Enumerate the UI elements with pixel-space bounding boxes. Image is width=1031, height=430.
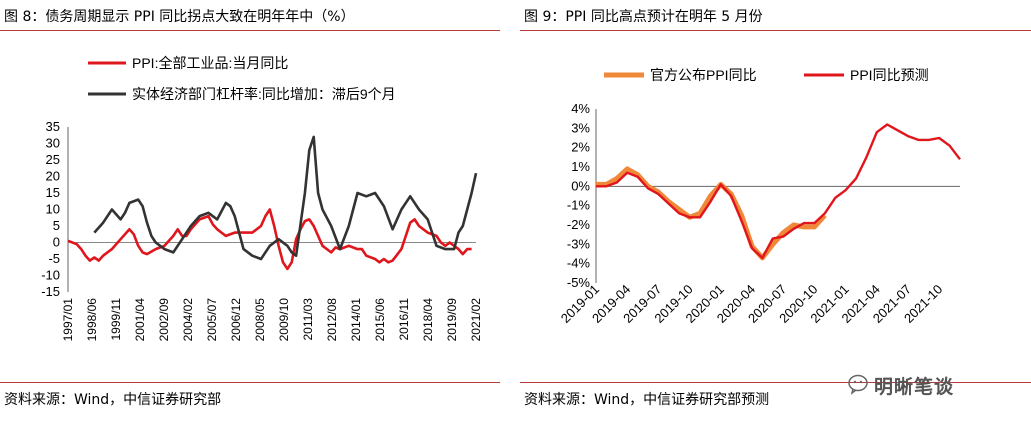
y-tick-label: 0% bbox=[571, 178, 590, 193]
y-tick-label: -2% bbox=[567, 217, 591, 232]
left-title-rule bbox=[0, 30, 500, 31]
right-chart-panel: 图 9：PPI 同比高点预计在明年 5 月份 4% 3% 2% 1% 0% -1% -2% -… bbox=[520, 0, 1031, 430]
legend-label: PPI:全部工业品:当月同比 bbox=[132, 55, 288, 71]
right-figure-title: 图 9：PPI 同比高点预计在明年 5 月份 bbox=[524, 9, 763, 25]
x-tick-label: 2011/03 bbox=[301, 298, 315, 341]
x-tick-label: 2016/11 bbox=[397, 298, 411, 341]
y-tick-label: 25 bbox=[46, 152, 60, 167]
left-chart-panel: 图 8：债务周期显示 PPI 同比拐点大致在明年年中（%） 35 30 25 20 15… bbox=[0, 0, 500, 430]
right-title-rule bbox=[520, 30, 1031, 31]
left-source-rule bbox=[0, 382, 500, 383]
y-tick-label: 20 bbox=[46, 169, 60, 184]
y-tick-label: 5 bbox=[53, 218, 60, 233]
right-source-text: 资料来源：Wind，中信证券研究部预测 bbox=[524, 392, 770, 408]
y-tick-label: -3% bbox=[567, 236, 591, 251]
y-tick-label: 35 bbox=[46, 119, 60, 134]
y-tick-label: 1% bbox=[571, 159, 590, 174]
y-tick-label: -5% bbox=[567, 275, 591, 290]
legend-label: PPI同比预测 bbox=[850, 67, 929, 83]
x-tick-label: 2005/07 bbox=[205, 298, 219, 342]
x-tick-label: 1998/06 bbox=[85, 298, 99, 342]
x-tick-label: 2006/12 bbox=[229, 298, 243, 342]
x-tick-label: 2012/08 bbox=[325, 298, 339, 342]
series-line-official-ppi bbox=[596, 166, 827, 261]
legend-label: 实体经济部门杠杆率:同比增加：滞后9个月 bbox=[132, 86, 396, 102]
x-tick-label: 2004/02 bbox=[181, 298, 195, 342]
y-tick-label: -10 bbox=[41, 268, 60, 283]
x-tick-label: 2021/02 bbox=[469, 298, 483, 342]
y-tick-label: -1% bbox=[567, 198, 591, 213]
series-line-ppi bbox=[67, 208, 472, 271]
wechat-icon bbox=[848, 374, 868, 395]
y-tick-label: 30 bbox=[46, 136, 60, 151]
y-tick-label: 15 bbox=[46, 185, 60, 200]
x-tick-label: 1999/11 bbox=[109, 298, 123, 341]
left-figure-title: 图 8：债务周期显示 PPI 同比拐点大致在明年年中（%） bbox=[4, 9, 355, 25]
series-line-leverage bbox=[93, 135, 478, 261]
x-tick-label: 2002/09 bbox=[157, 298, 171, 342]
watermark-text: 明晰笔谈 bbox=[874, 376, 955, 398]
x-tick-label: 2019/09 bbox=[445, 298, 459, 342]
x-tick-label: 2015/06 bbox=[373, 298, 387, 342]
left-source-text: 资料来源：Wind，中信证券研究部 bbox=[4, 392, 222, 408]
x-tick-label: 2014/01 bbox=[349, 298, 363, 342]
y-tick-label: 2% bbox=[571, 140, 590, 155]
y-tick-label: 4% bbox=[571, 101, 590, 116]
watermark: 明晰笔谈 bbox=[848, 370, 1008, 400]
y-tick-label: -4% bbox=[567, 256, 591, 271]
y-tick-label: 0 bbox=[53, 235, 60, 250]
y-tick-label: -5 bbox=[48, 251, 60, 266]
x-tick-label: 2009/10 bbox=[277, 298, 291, 342]
series-line-ppi-forecast bbox=[596, 123, 961, 260]
y-tick-label: 10 bbox=[46, 202, 60, 217]
x-tick-label: 2018/04 bbox=[421, 298, 435, 342]
x-tick-label: 1997/01 bbox=[61, 298, 75, 342]
right-source-rule bbox=[520, 382, 1031, 383]
legend-label: 官方公布PPI同比 bbox=[650, 67, 757, 83]
x-tick-label: 2008/05 bbox=[253, 298, 267, 342]
right-line-chart: 4%3%2%1%0%-1%-2%-3%-4%-5%2019-012019-042… bbox=[558, 67, 961, 326]
y-tick-label: -15 bbox=[41, 284, 60, 299]
y-tick-label: 3% bbox=[571, 120, 590, 135]
x-tick-label: 2001/04 bbox=[133, 298, 147, 342]
